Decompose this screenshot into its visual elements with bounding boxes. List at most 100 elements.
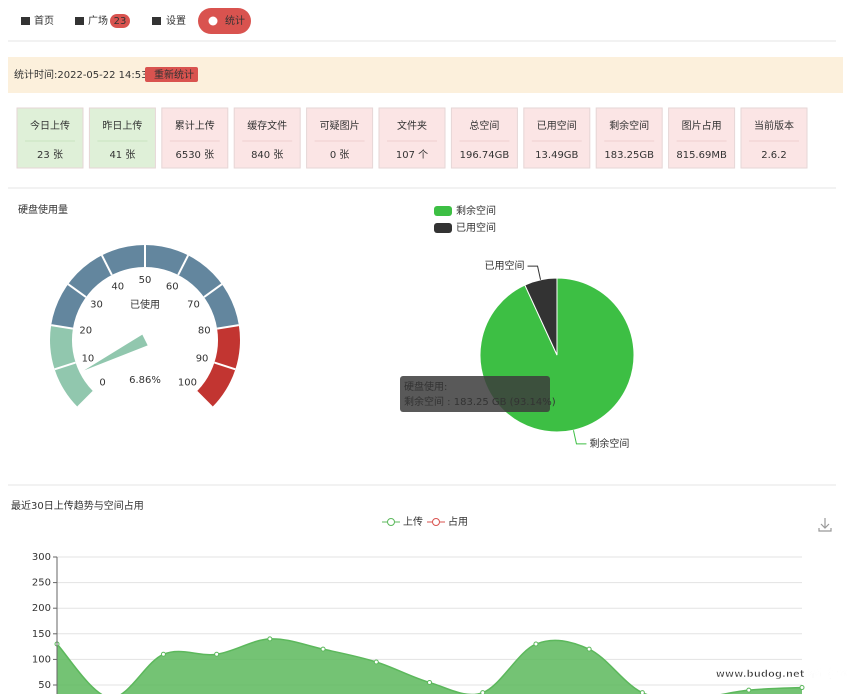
gauge-tick — [51, 324, 74, 330]
nav-item[interactable]: 统计 — [198, 8, 251, 34]
gauge-tick — [195, 390, 213, 408]
nav-label: 首页 — [34, 14, 54, 27]
legend-swatch — [434, 223, 452, 233]
y-tick-label: 100 — [32, 654, 51, 665]
gauge-tick-label: 40 — [111, 282, 124, 293]
stat-card: 累计上传 6530 张 — [161, 107, 229, 169]
nav-icon — [75, 17, 84, 25]
card-bg — [378, 107, 446, 169]
nav-icon — [152, 17, 161, 25]
gauge-tick — [177, 254, 190, 276]
stat-label: 缓存文件 — [247, 119, 287, 132]
refresh-button[interactable]: 重新统计 — [145, 67, 198, 82]
y-tick-label: 150 — [32, 629, 51, 640]
legend-label: 剩余空间 — [456, 204, 496, 217]
legend-label: 上传 — [403, 516, 423, 528]
button-label: 重新统计 — [154, 68, 194, 81]
gauge-tick — [77, 390, 95, 408]
stat-label: 文件夹 — [397, 119, 427, 132]
card-bg — [161, 107, 229, 169]
button-bg — [145, 67, 198, 82]
card-bg — [740, 107, 808, 169]
gauge-tick-label: 80 — [198, 326, 211, 337]
stat-value: 840 张 — [251, 149, 283, 161]
stat-label: 今日上传 — [30, 119, 70, 132]
stat-value: 41 张 — [109, 149, 135, 161]
area — [57, 638, 802, 694]
nav-active-pill — [198, 8, 251, 34]
card-bg — [16, 107, 84, 169]
y-tick-label: 50 — [38, 680, 51, 691]
nav-icon — [21, 17, 30, 25]
legend-label: 占用 — [448, 515, 468, 528]
stat-label: 剩余空间 — [609, 119, 649, 132]
point — [373, 659, 379, 665]
gauge-tick — [54, 361, 76, 371]
card-bg — [523, 107, 591, 169]
card-bg — [450, 107, 518, 169]
point — [320, 646, 326, 652]
stat-label: 已用空间 — [537, 119, 577, 132]
point — [586, 646, 592, 652]
stat-value: 196.74GB — [460, 150, 510, 161]
chart-title: 硬盘使用量 — [18, 203, 68, 216]
gauge-tick — [67, 283, 87, 298]
gauge-tick — [214, 361, 236, 371]
stat-card: 当前版本 2.6.2 — [740, 107, 808, 169]
pie-leader — [572, 430, 587, 445]
stat-label: 图片占用 — [682, 119, 722, 132]
legend-marker — [387, 518, 395, 526]
stat-value: 2.6.2 — [761, 150, 786, 161]
download-icon[interactable] — [818, 518, 832, 532]
point — [160, 651, 166, 657]
nav-item[interactable]: 首页 — [21, 14, 54, 27]
card-bg — [668, 107, 736, 169]
stat-value: 107 个 — [396, 149, 428, 161]
card-bg — [595, 107, 663, 169]
legend-swatch — [434, 206, 452, 216]
stat-label: 昨日上传 — [102, 120, 142, 132]
tooltip-bg — [400, 376, 550, 412]
stat-card: 缓存文件 840 张 — [233, 107, 301, 169]
stat-card: 今日上传 23 张 — [16, 107, 84, 169]
nav-icon — [208, 16, 218, 26]
gauge-tick-label: 70 — [187, 300, 200, 311]
y-tick-label: 200 — [32, 603, 51, 614]
nav-badge-count: 23 — [114, 16, 127, 27]
card-bg — [88, 107, 156, 169]
nav-item[interactable]: 广场 23 — [75, 14, 130, 28]
legend-label: 已用空间 — [456, 221, 496, 234]
point — [427, 679, 432, 685]
y-tick-label: 250 — [32, 578, 51, 589]
y-tick-label: 300 — [32, 552, 51, 563]
gauge-tick — [203, 283, 223, 298]
gauge-tick-label: 0 — [99, 377, 105, 388]
gauge-label: 已使用 — [130, 298, 160, 311]
stat-card: 文件夹 107 个 — [378, 107, 446, 169]
gauge-tick-label: 20 — [79, 326, 92, 337]
gauge-band — [196, 325, 241, 408]
stat-card: 总空间 196.74GB — [450, 107, 518, 169]
gauge-tick-label: 90 — [196, 354, 209, 365]
gauge-band — [50, 325, 94, 408]
card-bg — [306, 107, 374, 169]
nav-item[interactable]: 设置 — [152, 15, 186, 27]
gauge-value: 6.86% — [129, 375, 161, 386]
pie-label: 已用空间 — [485, 259, 525, 272]
stat-value: 23 张 — [37, 149, 63, 161]
pie-label: 剩余空间 — [589, 437, 629, 450]
nav-label: 广场 — [88, 14, 108, 27]
tooltip-title: 硬盘使用: — [404, 380, 447, 393]
gauge-tick-label: 30 — [90, 300, 103, 311]
stat-value: 13.49GB — [535, 150, 578, 161]
stat-label: 总空间 — [469, 119, 499, 132]
watermark: www.budog.net 不懂社区 — [716, 667, 848, 680]
point — [214, 651, 220, 657]
legend-marker — [432, 518, 440, 526]
point — [799, 685, 805, 691]
pie-leader — [527, 265, 542, 280]
stat-value: 815.69MB — [676, 150, 727, 161]
gauge-band — [51, 245, 239, 329]
